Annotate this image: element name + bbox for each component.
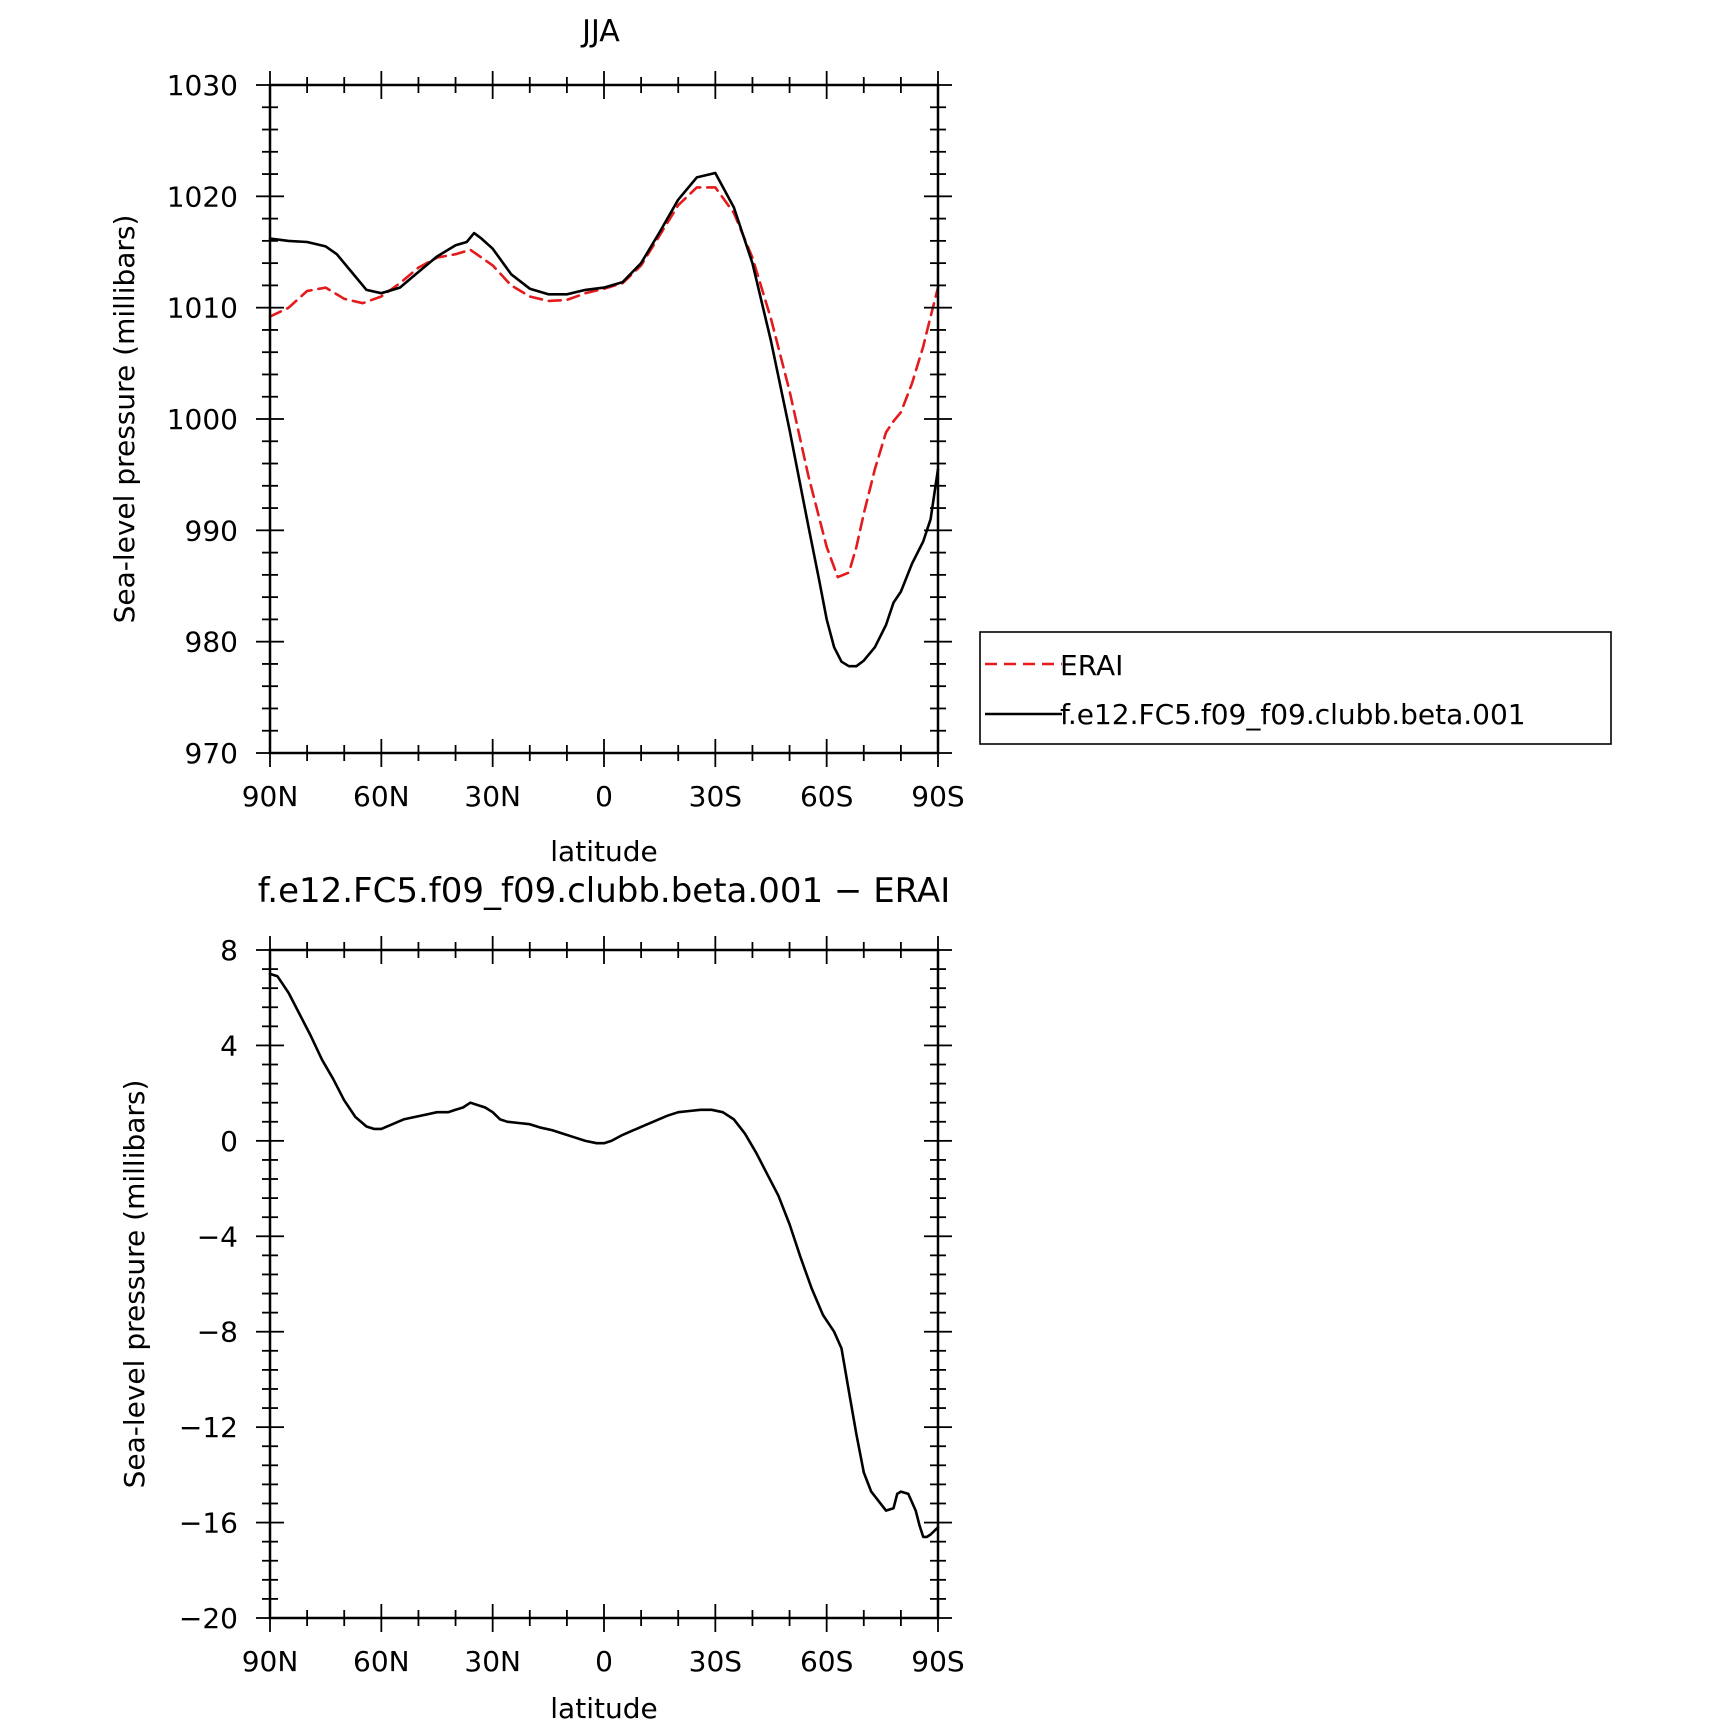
difference-x-tick-label: 30N — [464, 1645, 521, 1678]
difference-series-line-0 — [268, 972, 940, 1539]
difference-x-tick-label: 60N — [353, 1645, 410, 1678]
pressure-y-tick-label: 1010 — [167, 292, 238, 325]
pressure-legend: ERAI f.e12.FC5.f09_f09.clubb.beta.001 — [979, 631, 1612, 745]
legend-model-label: f.e12.FC5.f09_f09.clubb.beta.001 — [1060, 698, 1526, 731]
difference-x-tick-label: 90N — [242, 1645, 299, 1678]
difference-x-tick-label: 30S — [689, 1645, 742, 1678]
difference-plot-frame — [268, 948, 940, 1620]
difference-y-tick-label: −4 — [197, 1220, 238, 1253]
pressure-chart-title: JJA — [580, 14, 620, 49]
difference-x-tick-label: 60S — [800, 1645, 853, 1678]
pressure-x-axis-label: latitude — [550, 835, 657, 868]
legend-erai-label: ERAI — [1060, 649, 1123, 682]
pressure-y-tick-label: 1020 — [167, 180, 238, 213]
pressure-y-tick-label: 990 — [185, 514, 238, 547]
pressure-x-tick-label: 0 — [595, 780, 613, 813]
difference-panel: f.e12.FC5.f09_f09.clubb.beta.001 − ERAI … — [118, 871, 965, 1723]
pressure-y-tick-label: 980 — [185, 626, 238, 659]
difference-x-tick-label: 0 — [595, 1645, 613, 1678]
difference-y-tick-label: −12 — [179, 1411, 238, 1444]
difference-y-tick-label: −16 — [179, 1507, 238, 1540]
pressure-y-tick-label: 1000 — [167, 403, 238, 436]
difference-x-tick-label: 90S — [911, 1645, 964, 1678]
legend-box — [979, 631, 1612, 745]
difference-y-tick-label: 4 — [220, 1029, 238, 1062]
pressure-y-axis-label: Sea-level pressure (millibars) — [108, 215, 141, 624]
pressure-x-tick-label: 30N — [464, 780, 521, 813]
difference-y-axis-label: Sea-level pressure (millibars) — [118, 1080, 151, 1489]
pressure-panel: JJA 90N 60N 30N 0 30S 60S 90S 970 980 990 1000 1010… — [108, 14, 1612, 868]
pressure-series-line-1 — [268, 171, 940, 668]
pressure-series-line-0 — [268, 186, 940, 579]
difference-y-tick-label: −20 — [179, 1602, 238, 1635]
difference-chart-title: f.e12.FC5.f09_f09.clubb.beta.001 − ERAI — [258, 871, 950, 911]
difference-y-tick-label: −8 — [197, 1316, 238, 1349]
pressure-y-tick-label: 1030 — [167, 69, 238, 102]
difference-y-tick-label: 8 — [220, 934, 238, 967]
difference-x-axis-label: latitude — [550, 1692, 657, 1723]
pressure-x-tick-label: 90N — [242, 780, 299, 813]
pressure-x-tick-label: 60S — [800, 780, 853, 813]
difference-y-tick-label: 0 — [220, 1125, 238, 1158]
pressure-x-tick-label: 60N — [353, 780, 410, 813]
pressure-y-tick-label: 970 — [185, 737, 238, 770]
pressure-x-tick-label: 30S — [689, 780, 742, 813]
pressure-x-tick-label: 90S — [911, 780, 964, 813]
